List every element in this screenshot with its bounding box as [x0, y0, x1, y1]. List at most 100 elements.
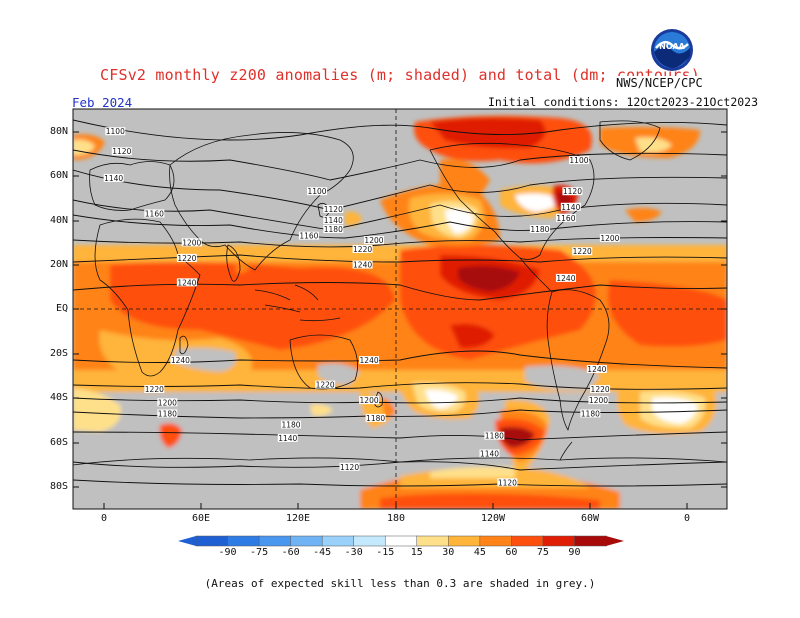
contour-label-background	[105, 127, 126, 136]
contour-label-background	[363, 236, 384, 245]
colorbar-segment	[416, 535, 450, 547]
contour-label: 1120	[498, 478, 517, 487]
contour-label-background	[176, 278, 197, 287]
contour-label: 1120	[112, 147, 131, 156]
contour-label-background	[181, 238, 202, 247]
contour-label: 1180	[281, 421, 300, 430]
contour-label: 1120	[340, 463, 359, 472]
contour-label-background	[586, 365, 607, 373]
contour-label-background	[359, 396, 380, 405]
colorbar-segment	[574, 535, 607, 547]
contour-label: 1140	[561, 203, 580, 212]
contour-label: 1140	[480, 449, 499, 458]
contour-label-background	[352, 245, 373, 253]
contour-label: 1240	[360, 356, 379, 365]
contour-label-background	[352, 260, 373, 269]
contour-label-background	[111, 147, 132, 156]
contour-label-background	[298, 231, 319, 240]
contour-label-background	[580, 409, 601, 418]
contour-label-background	[144, 209, 165, 218]
colorbar-segment	[353, 535, 386, 547]
contour-label-background	[555, 213, 576, 222]
contour-label: 1220	[145, 385, 164, 394]
forecast-month: Feb 2024	[72, 95, 133, 110]
contour-label-background	[590, 385, 611, 393]
contour-label: 1200	[600, 234, 619, 243]
lon-ticks	[103, 503, 688, 509]
colorbar-segment	[542, 535, 576, 547]
skill-note: (Areas of expected skill less than 0.3 a…	[204, 577, 596, 590]
colorbar-segment	[511, 535, 544, 547]
contour-label: 1180	[158, 409, 177, 418]
colorbar-tick-label: 15	[410, 547, 423, 558]
agency-label: NWS/NCEP/CPC	[616, 76, 703, 90]
contour-label-background	[365, 413, 386, 422]
contour-label-background	[323, 216, 344, 225]
contour-label-background	[323, 225, 344, 233]
contour-label-background	[157, 398, 178, 407]
colorbar-tick-label: 75	[536, 547, 549, 558]
lat-label-80s: 80S	[49, 481, 68, 492]
colorbar-segment	[258, 535, 292, 547]
lat-label-20s: 20S	[49, 348, 68, 359]
contour-label: 1120	[324, 205, 343, 214]
colorbar-tick-label: -45	[313, 547, 332, 558]
contour-label-background	[176, 253, 197, 262]
lat-label-60n: 60N	[49, 170, 68, 181]
contour-label: 1220	[316, 381, 335, 390]
contour-label-background	[157, 409, 178, 418]
initial-conditions: Initial conditions: 12Oct2023-21Oct2023	[488, 95, 759, 109]
map-title: CFSv2 monthly z200 anomalies (m; shaded)…	[100, 66, 700, 84]
contour-label: 1220	[353, 245, 372, 254]
lat-label-eq: EQ	[55, 303, 68, 314]
colorbar-tick-label: 90	[568, 547, 581, 558]
colorbar-tick-label: -75	[250, 547, 269, 558]
colorbar-right-arrow	[606, 536, 624, 546]
contour-label: 1240	[171, 356, 190, 365]
lon-label-180: 180	[386, 513, 406, 524]
contour-label: 1220	[591, 385, 610, 394]
colorbar-segment	[479, 535, 513, 547]
colorbar-segment	[195, 535, 229, 547]
noaa-logo: NOAA	[651, 29, 693, 71]
contour-label-background	[339, 462, 360, 471]
contour-labels: 1100112011401160120012201240110011201140…	[103, 127, 620, 487]
contour-label: 1200	[360, 396, 379, 405]
contour-label: 1200	[158, 398, 177, 407]
lon-label-120e: 120E	[285, 513, 311, 524]
contour-label-background	[529, 225, 550, 233]
contour-label-background	[497, 478, 518, 487]
colorbar-tick-label: 60	[505, 547, 518, 558]
colorbar-tick-label: -90	[218, 547, 237, 558]
contour-label-background	[572, 247, 593, 256]
contour-label: 1220	[573, 247, 592, 256]
colorbar-tick-label: -30	[344, 547, 363, 558]
contour-label: 1180	[581, 409, 600, 418]
contour-label: 1160	[556, 214, 575, 223]
contour-label: 1180	[530, 225, 549, 234]
colorbar-segment	[384, 535, 418, 547]
contour-label: 1100	[307, 187, 326, 196]
contour-label-background	[484, 431, 505, 440]
contour-label: 1140	[278, 434, 297, 443]
contour-label: 1160	[299, 232, 318, 241]
contour-label: 1140	[324, 216, 343, 225]
contour-label-background	[359, 356, 380, 365]
contour-label: 1120	[563, 187, 582, 196]
contour-label: 1200	[182, 238, 201, 247]
contour-label-background	[315, 380, 336, 389]
contour-label-background	[588, 396, 609, 405]
noaa-logo-text: NOAA	[659, 42, 685, 51]
contour-label: 1140	[104, 174, 123, 183]
contour-label-background	[479, 449, 500, 458]
contour-label-background	[568, 156, 589, 165]
contour-label-background	[599, 233, 620, 242]
colorbar-segment	[227, 535, 260, 547]
contour-label: 1200	[364, 236, 383, 245]
lat-ticks	[73, 131, 727, 488]
colorbar-segment	[290, 535, 323, 547]
contour-label: 1180	[485, 432, 504, 441]
contour-label: 1180	[366, 414, 385, 423]
contour-label-background	[277, 433, 298, 442]
